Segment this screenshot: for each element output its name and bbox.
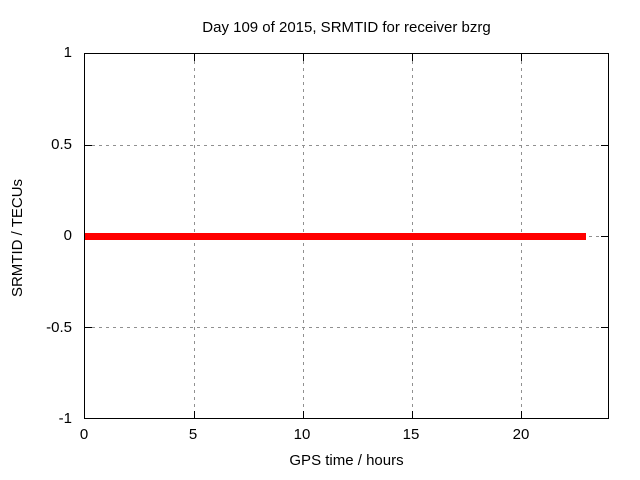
horizontal-gridline [85,145,608,146]
x-tick-mark [302,54,304,61]
y-tick-mark [85,327,92,328]
y-tick-mark [601,236,608,237]
plot-area [84,53,609,419]
x-tick-mark [193,54,195,61]
x-tick-mark [411,411,413,418]
y-tick-label: 1 [63,44,72,61]
x-tick-label: 15 [402,426,420,443]
x-tick-label: 0 [79,426,89,443]
y-tick-mark [601,327,608,328]
x-tick-label: 10 [293,426,311,443]
x-tick-mark [302,411,304,418]
y-tick-label: 0 [63,227,72,244]
x-tick-label: 5 [188,426,198,443]
series-line [85,232,587,240]
x-tick-label: 20 [512,426,530,443]
y-tick-mark [601,145,608,146]
x-axis-label: GPS time / hours [289,452,404,469]
horizontal-gridline [85,327,608,328]
x-tick-mark [193,411,195,418]
x-tick-mark [520,54,522,61]
chart-title: Day 109 of 2015, SRMTID for receiver bzr… [202,19,491,36]
y-tick-label: 0.5 [51,136,72,153]
x-tick-mark [520,411,522,418]
y-tick-label: -0.5 [46,319,72,336]
y-tick-mark [85,145,92,146]
x-tick-mark [411,54,413,61]
y-tick-label: -1 [58,410,72,427]
